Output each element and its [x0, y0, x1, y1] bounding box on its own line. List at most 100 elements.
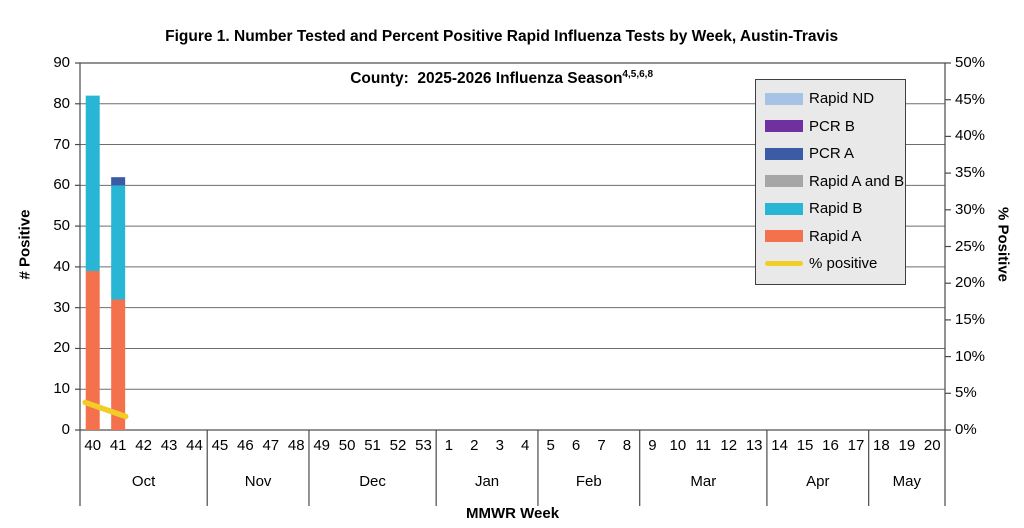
- bar-segment-pcr-a: [111, 177, 126, 186]
- week-label: 20: [923, 437, 941, 454]
- week-label: 14: [771, 437, 788, 454]
- bar-segment-rapid-b: [111, 185, 126, 300]
- week-label: 19: [898, 437, 916, 454]
- legend-label: Rapid A and B: [809, 172, 905, 190]
- y-left-tick-label: 80: [53, 94, 70, 112]
- figure-title: Figure 1. Number Tested and Percent Posi…: [0, 8, 986, 107]
- legend-item-rapid-a-and-b: Rapid A and B: [756, 168, 905, 196]
- x-axis-title: MMWR Week: [465, 505, 560, 522]
- legend-item--positive: % positive: [756, 250, 905, 278]
- y-left-tick-label: 60: [53, 176, 70, 194]
- week-label: 42: [135, 437, 152, 454]
- legend-label: % positive: [809, 255, 878, 273]
- y-right-tick-label: 15%: [955, 310, 986, 328]
- week-label: 15: [796, 437, 814, 454]
- week-label: 48: [287, 437, 305, 454]
- y-left-tick-label: 70: [53, 135, 70, 153]
- month-label: Mar: [690, 473, 717, 490]
- y-right-tick-label: 40%: [955, 127, 986, 145]
- bar-segment-rapid-b: [85, 95, 100, 271]
- y-right-tick-label: 25%: [955, 237, 986, 255]
- y-right-tick-label: 20%: [955, 274, 986, 292]
- month-label: Apr: [806, 473, 830, 490]
- y-right-tick-label: 5%: [955, 384, 977, 402]
- y-right-tick-label: 50%: [955, 54, 986, 71]
- week-label: 12: [720, 437, 738, 454]
- y-right-tick-label: 30%: [955, 200, 986, 218]
- legend-label: PCR A: [809, 145, 855, 163]
- percent-positive-line: [82, 399, 129, 420]
- month-label: Dec: [359, 473, 386, 490]
- legend-swatch--positive: [765, 261, 803, 267]
- week-label: 41: [109, 437, 127, 454]
- week-label: 13: [745, 437, 763, 454]
- legend-swatch-rapid-a: [765, 230, 803, 243]
- week-label: 17: [847, 437, 865, 454]
- week-label: 44: [186, 437, 203, 454]
- y-left-tick-label: 20: [53, 339, 70, 357]
- legend-swatch-rapid-a-and-b: [765, 175, 803, 188]
- legend-item-pcr-b: PCR B: [756, 113, 905, 141]
- legend-label: Rapid B: [809, 200, 863, 218]
- week-label: 7: [597, 437, 606, 454]
- month-label: Oct: [131, 473, 156, 490]
- week-label: 51: [364, 437, 381, 454]
- legend-item-rapid-nd: Rapid ND: [756, 85, 905, 113]
- legend-label: PCR B: [809, 117, 855, 135]
- legend-label: Rapid A: [809, 227, 862, 245]
- week-label: 16: [822, 437, 839, 454]
- week-label: 52: [389, 437, 407, 454]
- figure-title-superscript: 4,5,6,8: [622, 69, 654, 80]
- week-label: 49: [313, 437, 331, 454]
- week-label: 47: [262, 437, 280, 454]
- legend-label: Rapid ND: [809, 90, 875, 108]
- week-label: 10: [669, 437, 687, 454]
- week-label: 4: [521, 437, 530, 454]
- legend-item-pcr-a: PCR A: [756, 140, 905, 168]
- y-left-tick-label: 90: [53, 54, 70, 71]
- bar-segment-rapid-a: [111, 299, 126, 430]
- week-label: 50: [338, 437, 356, 454]
- week-label: 43: [160, 437, 178, 454]
- week-label: 5: [546, 437, 555, 454]
- y-right-tick-label: 45%: [955, 90, 986, 108]
- month-label: May: [892, 473, 921, 490]
- y-right-tick-label: 0%: [955, 421, 977, 438]
- week-label: 1: [444, 437, 454, 454]
- figure-title-line2: County: 2025-2026 Influenza Season: [350, 70, 623, 88]
- y-left-tick-label: 10: [53, 380, 70, 398]
- legend-swatch-pcr-a: [765, 147, 803, 160]
- legend-swatch-rapid-b: [765, 202, 803, 215]
- legend-swatch-pcr-b: [765, 120, 803, 133]
- legend: Rapid ND PCR B PCR A Rapid A and B Rapid B Ra…: [755, 79, 906, 285]
- y-left-tick-label: 30: [53, 298, 70, 316]
- figure-title-line1: Figure 1. Number Tested and Percent Posi…: [165, 28, 839, 45]
- y-right-tick-label: 35%: [955, 164, 986, 182]
- month-label: Nov: [244, 473, 272, 490]
- bar-segment-rapid-a: [85, 270, 100, 430]
- y-left-tick-label: 0: [61, 421, 70, 438]
- week-label: 40: [84, 437, 102, 454]
- week-label: 53: [415, 437, 432, 454]
- week-label: 9: [648, 437, 657, 454]
- week-label: 8: [622, 437, 632, 454]
- left-axis-title: # Positive: [16, 209, 34, 280]
- right-axis-title: % Positive: [994, 206, 1012, 283]
- y-right-tick-label: 10%: [955, 347, 986, 365]
- y-left-tick-label: 50: [53, 217, 70, 235]
- week-label: 2: [470, 437, 479, 454]
- y-left-tick-label: 40: [53, 257, 70, 275]
- legend-item-rapid-a: Rapid A: [756, 223, 905, 251]
- month-label: Feb: [575, 473, 602, 490]
- week-label: 11: [695, 437, 712, 454]
- week-label: 18: [873, 437, 890, 454]
- week-label: 45: [211, 437, 229, 454]
- legend-item-rapid-b: Rapid B: [756, 195, 905, 223]
- month-label: Jan: [474, 473, 500, 490]
- week-label: 46: [237, 437, 254, 454]
- week-label: 3: [495, 437, 504, 454]
- legend-swatch-rapid-nd: [765, 92, 803, 105]
- week-label: 6: [571, 437, 581, 454]
